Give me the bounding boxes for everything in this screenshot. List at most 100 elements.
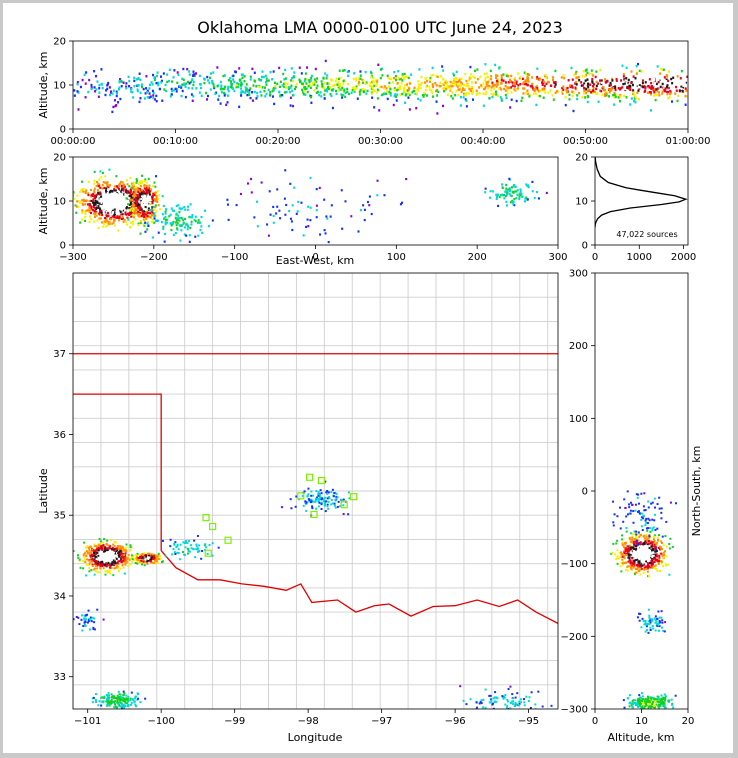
source-point xyxy=(660,697,663,700)
source-point xyxy=(288,209,291,213)
source-point xyxy=(625,530,628,533)
source-point xyxy=(655,555,658,558)
source-point xyxy=(146,214,149,218)
source-point xyxy=(652,549,655,552)
source-point xyxy=(638,704,641,707)
source-point xyxy=(638,69,641,73)
source-point xyxy=(106,209,109,212)
source-point xyxy=(663,553,666,556)
source-point xyxy=(141,210,144,213)
source-point xyxy=(459,104,462,107)
source-point xyxy=(283,85,286,89)
source-point xyxy=(656,569,659,572)
source-point xyxy=(93,187,96,190)
source-point xyxy=(634,554,637,557)
station-marker xyxy=(224,536,232,544)
source-point xyxy=(314,67,317,71)
source-point xyxy=(207,79,210,82)
source-point xyxy=(151,194,154,198)
source-point xyxy=(649,699,652,702)
source-point xyxy=(680,85,683,89)
source-point xyxy=(155,99,158,103)
x-tick-label: −95 xyxy=(518,716,539,727)
source-point xyxy=(620,79,623,82)
source-point xyxy=(429,80,432,83)
source-point xyxy=(537,90,540,93)
source-point xyxy=(109,207,112,211)
source-point xyxy=(386,90,389,93)
source-point xyxy=(145,90,148,94)
source-point xyxy=(294,85,297,89)
source-point xyxy=(83,623,86,626)
source-point xyxy=(310,490,313,493)
source-point xyxy=(320,503,323,506)
source-point xyxy=(113,549,116,552)
source-point xyxy=(101,213,104,217)
source-point xyxy=(306,218,309,221)
source-point xyxy=(329,215,332,218)
source-point xyxy=(64,221,66,223)
source-point xyxy=(267,79,270,82)
source-point xyxy=(113,185,116,188)
source-point xyxy=(630,703,633,706)
source-point xyxy=(326,497,329,500)
source-point xyxy=(515,197,518,200)
source-point xyxy=(344,200,347,203)
x-tick-label: 0 xyxy=(592,252,598,263)
source-point xyxy=(219,80,222,84)
source-point xyxy=(460,90,463,94)
source-point xyxy=(485,81,488,84)
source-point xyxy=(166,73,169,76)
source-point xyxy=(665,555,668,558)
source-point xyxy=(124,200,127,204)
source-point xyxy=(88,78,91,82)
source-point xyxy=(128,199,131,202)
source-point xyxy=(584,84,587,87)
source-point xyxy=(103,186,106,189)
source-point xyxy=(170,93,173,96)
source-point xyxy=(133,193,136,196)
source-point xyxy=(187,225,190,228)
source-point xyxy=(96,189,99,192)
source-point xyxy=(636,550,639,553)
source-point xyxy=(113,695,116,698)
source-point xyxy=(226,87,229,91)
source-point xyxy=(168,79,171,83)
source-point xyxy=(211,219,214,222)
source-point xyxy=(114,202,117,205)
source-point xyxy=(643,556,646,559)
source-point xyxy=(77,108,80,111)
source-point xyxy=(201,231,204,234)
source-point xyxy=(110,566,113,569)
source-point xyxy=(656,559,659,562)
source-point xyxy=(104,555,107,558)
source-point xyxy=(354,88,357,92)
source-point xyxy=(139,199,142,202)
source-point xyxy=(331,502,334,505)
source-point xyxy=(672,76,675,79)
source-point xyxy=(667,90,670,94)
source-point xyxy=(93,621,96,624)
source-point xyxy=(79,221,82,224)
source-point xyxy=(432,85,435,89)
source-point xyxy=(136,88,139,91)
source-point xyxy=(150,558,153,561)
source-point xyxy=(316,84,319,87)
source-point xyxy=(155,560,158,563)
source-point xyxy=(124,554,127,557)
source-point xyxy=(298,66,301,69)
source-point xyxy=(315,91,318,95)
source-point xyxy=(492,83,495,86)
source-point xyxy=(138,560,141,563)
source-point xyxy=(319,489,322,492)
source-point xyxy=(355,77,358,80)
source-point xyxy=(185,234,188,237)
source-point xyxy=(662,68,665,71)
source-point xyxy=(636,548,639,551)
source-point xyxy=(114,206,117,209)
source-count-annotation: 47,022 sources xyxy=(616,230,677,239)
source-point xyxy=(108,562,111,565)
source-point xyxy=(119,698,122,701)
source-point xyxy=(289,182,292,185)
source-point xyxy=(315,490,318,493)
